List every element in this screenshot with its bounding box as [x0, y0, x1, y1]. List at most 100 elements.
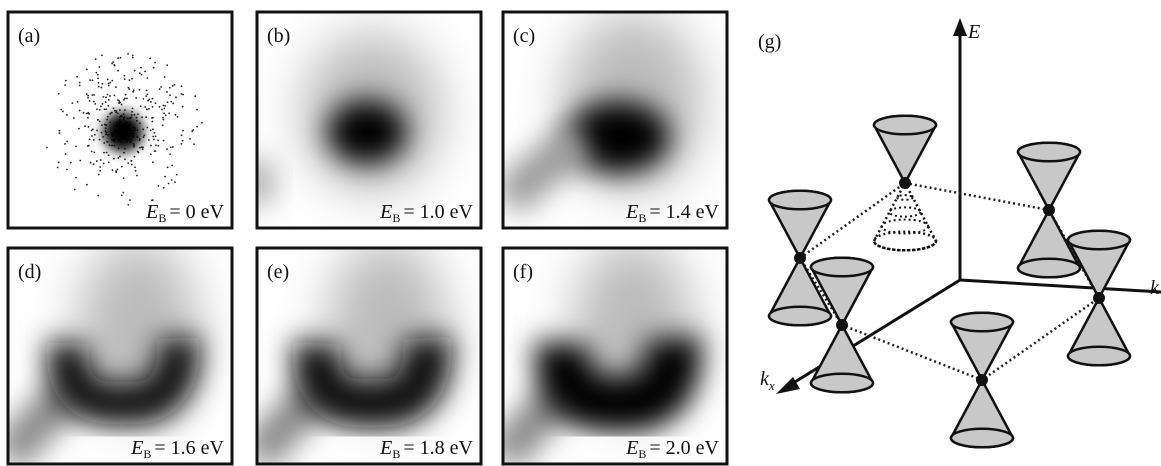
electron-count: [108, 85, 110, 87]
detector-image: (e)EB= 1.8 eV: [257, 238, 481, 464]
electron-count: [100, 106, 102, 108]
electron-count: [105, 96, 107, 98]
cone-rim: [951, 429, 1013, 448]
electron-count: [123, 177, 125, 179]
energy-symbol: E: [130, 437, 143, 459]
electron-count: [167, 101, 169, 103]
electron-count: [97, 74, 99, 76]
panel-label: (c): [513, 25, 535, 47]
electron-count: [152, 106, 154, 108]
electron-count: [107, 94, 109, 96]
electron-count: [86, 69, 88, 71]
electron-count: [132, 57, 134, 59]
electron-count: [91, 94, 93, 96]
electron-count: [100, 87, 102, 89]
electron-count: [157, 139, 159, 141]
energy-symbol: E: [625, 201, 638, 223]
energy-symbol: E: [145, 201, 158, 223]
electron-count: [157, 145, 159, 147]
electron-count: [113, 64, 115, 66]
electron-count: [141, 116, 143, 118]
axis-label: kx: [760, 368, 775, 393]
electron-count: [87, 117, 89, 119]
energy-value: = 1.8 eV: [403, 437, 473, 459]
electron-count: [99, 121, 101, 123]
electron-count: [158, 185, 160, 187]
electron-count: [152, 161, 154, 163]
axis-label: k: [1150, 277, 1160, 299]
electron-count: [145, 95, 147, 97]
electron-count: [117, 157, 119, 159]
electron-count: [160, 86, 162, 88]
electron-count: [108, 154, 110, 156]
electron-count: [172, 102, 174, 104]
electron-count: [98, 82, 100, 84]
detector-image: (f)EB= 2.0 eV: [503, 238, 727, 464]
energy-subscript: B: [638, 447, 646, 461]
electron-count: [96, 130, 98, 132]
energy-subscript: B: [392, 447, 400, 461]
electron-count: [155, 102, 157, 104]
electron-count: [134, 166, 136, 168]
electron-count: [152, 117, 154, 119]
arrow: [953, 18, 967, 36]
panel-label: (g): [758, 31, 781, 53]
electron-count: [127, 53, 129, 55]
electron-count: [88, 126, 90, 128]
electron-count: [163, 187, 165, 189]
electron-count: [146, 90, 148, 92]
electron-count: [105, 108, 107, 110]
electron-count: [166, 91, 168, 93]
electron-count: [162, 124, 164, 126]
electron-count: [99, 139, 101, 141]
electron-count: [163, 140, 165, 142]
electron-count: [99, 170, 101, 172]
electron-count: [164, 176, 166, 178]
electron-count: [116, 110, 118, 112]
electron-count: [95, 58, 97, 60]
electron-count: [83, 112, 85, 114]
electron-count: [142, 146, 144, 148]
image-content: [257, 238, 481, 464]
electron-count: [141, 74, 143, 76]
electron-count: [58, 162, 60, 164]
electron-count: [98, 66, 100, 68]
energy-value: = 1.4 eV: [649, 201, 719, 223]
electron-count: [139, 89, 141, 91]
electron-count: [75, 145, 77, 147]
electron-count: [162, 117, 164, 119]
electron-count: [180, 143, 182, 145]
panel-label: (d): [18, 261, 41, 283]
electron-count: [137, 113, 139, 115]
electron-count: [159, 106, 161, 108]
electron-count: [121, 104, 123, 106]
electron-count: [166, 64, 168, 66]
electron-count: [123, 99, 125, 101]
electron-count: [135, 97, 137, 99]
electron-count: [112, 169, 114, 171]
electron-count: [91, 135, 93, 137]
electron-count: [131, 78, 133, 80]
electron-count: [108, 161, 110, 163]
electron-count: [111, 80, 113, 82]
electron-count: [100, 159, 102, 161]
cone-rim: [769, 191, 831, 210]
electron-count: [176, 174, 178, 176]
electron-count: [146, 108, 148, 110]
electron-count: [58, 93, 60, 95]
electron-count: [99, 166, 101, 168]
electron-count: [93, 151, 95, 153]
electron-count: [76, 76, 78, 78]
electron-count: [101, 124, 103, 126]
electron-count: [93, 101, 95, 103]
electron-count: [169, 94, 171, 96]
cone: [1068, 298, 1130, 365]
electron-count: [89, 138, 91, 140]
electron-count: [127, 162, 129, 164]
electron-count: [162, 104, 164, 106]
electron-count: [79, 85, 81, 87]
electron-count: [148, 98, 150, 100]
electron-count: [146, 77, 148, 79]
electron-count: [129, 79, 131, 81]
energy-symbol: E: [625, 437, 638, 459]
